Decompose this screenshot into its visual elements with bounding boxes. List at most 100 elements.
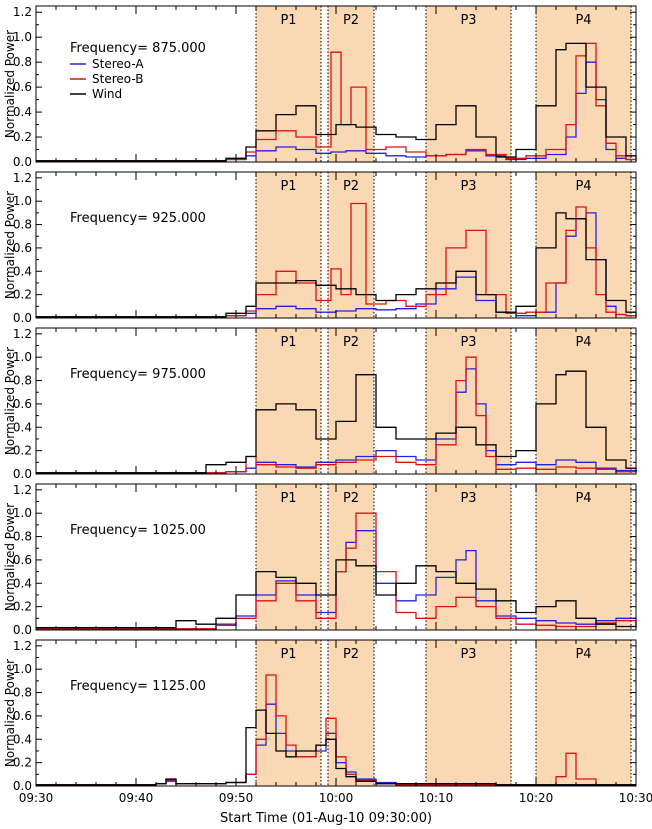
frequency-label: Frequency= 925.000 (70, 211, 206, 226)
period-label-p3: P3 (460, 13, 476, 28)
y-tick-label: 0.4 (13, 576, 32, 590)
y-axis-label: Normalized Power (3, 503, 17, 611)
period-label-p4: P4 (575, 647, 591, 662)
y-axis-label: Normalized Power (3, 191, 17, 299)
series-stereo-b (36, 202, 637, 318)
y-tick-label: 0.4 (13, 732, 32, 746)
y-tick-label: 1.2 (13, 5, 32, 19)
y-tick-label: 1.0 (13, 506, 32, 520)
legend-label: Wind (92, 87, 122, 101)
legend-label: Stereo-A (92, 57, 144, 71)
period-label-p2: P2 (343, 647, 359, 662)
y-tick-label: 0.2 (13, 130, 32, 144)
period-label-p2: P2 (343, 13, 359, 28)
period-label-p2: P2 (343, 179, 359, 194)
y-axis-label: Normalized Power (3, 30, 17, 138)
period-label-p2: P2 (343, 491, 359, 506)
period-band-p1 (256, 172, 321, 318)
y-tick-label: 1.0 (13, 662, 32, 676)
frequency-label: Frequency= 975.000 (70, 367, 206, 382)
period-label-p3: P3 (460, 335, 476, 350)
y-tick-label: 0.8 (13, 686, 32, 700)
y-tick-label: 0.0 (13, 779, 32, 793)
y-tick-label: 0.2 (13, 444, 32, 458)
x-tick-label: 10:00 (319, 791, 354, 805)
period-label-p1: P1 (280, 179, 296, 194)
y-tick-label: 1.2 (13, 483, 32, 497)
period-label-p4: P4 (575, 13, 591, 28)
period-band-p4 (536, 484, 631, 630)
y-tick-label: 0.6 (13, 553, 32, 567)
y-tick-label: 0.0 (13, 623, 32, 637)
period-band-p4 (536, 328, 631, 474)
y-axis-label: Normalized Power (3, 659, 17, 767)
x-tick-label: 10:20 (519, 791, 554, 805)
period-band-p3 (426, 328, 511, 474)
y-tick-label: 0.2 (13, 756, 32, 770)
y-tick-label: 0.4 (13, 420, 32, 434)
period-label-p2: P2 (343, 335, 359, 350)
period-label-p3: P3 (460, 491, 476, 506)
period-band-p3 (426, 172, 511, 318)
x-tick-label: 10:10 (419, 791, 454, 805)
y-tick-label: 1.2 (13, 639, 32, 653)
legend-label: Stereo-B (92, 72, 143, 86)
series-wind (36, 370, 637, 474)
x-tick-label: 09:50 (219, 791, 254, 805)
period-band-p4 (536, 172, 631, 318)
period-label-p3: P3 (460, 179, 476, 194)
period-band-p1 (256, 484, 321, 630)
series-stereo-b (36, 356, 637, 474)
panel-4: P1 P2 P3 P4 0.0 0.2 0.4 0.6 0.8 1.0 1.2 Normalized … (3, 483, 637, 637)
period-band-p1 (256, 640, 321, 786)
series-stereo-b (36, 42, 637, 162)
series-stereo-a (36, 530, 637, 630)
panel-3: P1 P2 P3 P4 0.0 0.2 0.4 0.6 0.8 1.0 1.2 Normalized … (3, 327, 637, 481)
period-label-p1: P1 (280, 491, 296, 506)
period-band-p2 (328, 328, 374, 474)
y-tick-label: 0.6 (13, 80, 32, 94)
y-tick-label: 0.0 (13, 311, 32, 325)
series-stereo-b (36, 512, 637, 630)
period-label-p4: P4 (575, 179, 591, 194)
period-label-p1: P1 (280, 647, 296, 662)
panel-1: P1 P2 P3 P4 0.0 0.2 0.4 0.6 0.8 1.0 1.2 Normalized … (3, 5, 637, 169)
y-tick-label: 0.8 (13, 530, 32, 544)
frequency-label: Frequency= 875.000 (70, 41, 206, 56)
frequency-label: Frequency= 1025.00 (70, 523, 206, 538)
period-band-p3 (426, 6, 511, 162)
y-tick-label: 0.4 (13, 105, 32, 119)
y-tick-label: 0.6 (13, 709, 32, 723)
x-tick-label: 10:30 (619, 791, 652, 805)
frequency-label: Frequency= 1125.00 (70, 679, 206, 694)
panel-2: P1 P2 P3 P4 0.0 0.2 0.4 0.6 0.8 1.0 1.2 Normalized … (3, 171, 637, 325)
period-label-p1: P1 (280, 335, 296, 350)
x-tick-label: 09:30 (19, 791, 54, 805)
period-band-p2 (328, 6, 374, 162)
y-tick-label: 0.0 (13, 467, 32, 481)
y-tick-label: 1.0 (13, 194, 32, 208)
x-tick-label: 09:40 (119, 791, 154, 805)
y-tick-label: 1.2 (13, 171, 32, 185)
y-tick-label: 0.8 (13, 55, 32, 69)
x-axis-label: Start Time (01-Aug-10 09:30:00) (220, 811, 432, 826)
series-wind (36, 212, 637, 318)
period-label-p1: P1 (280, 13, 296, 28)
y-tick-label: 1.0 (13, 350, 32, 364)
y-tick-label: 1.0 (13, 30, 32, 44)
period-band-p1 (256, 328, 321, 474)
y-tick-label: 0.4 (13, 264, 32, 278)
series-wind (36, 559, 637, 629)
y-tick-label: 0.2 (13, 600, 32, 614)
period-band-p3 (426, 484, 511, 630)
period-band-p3 (426, 640, 511, 786)
y-axis-label: Normalized Power (3, 347, 17, 455)
period-label-p3: P3 (460, 647, 476, 662)
y-tick-label: 0.6 (13, 397, 32, 411)
y-tick-label: 0.6 (13, 241, 32, 255)
period-band-p4 (536, 6, 631, 162)
series-wind (36, 42, 637, 162)
y-tick-label: 0.2 (13, 288, 32, 302)
y-tick-label: 0.8 (13, 218, 32, 232)
